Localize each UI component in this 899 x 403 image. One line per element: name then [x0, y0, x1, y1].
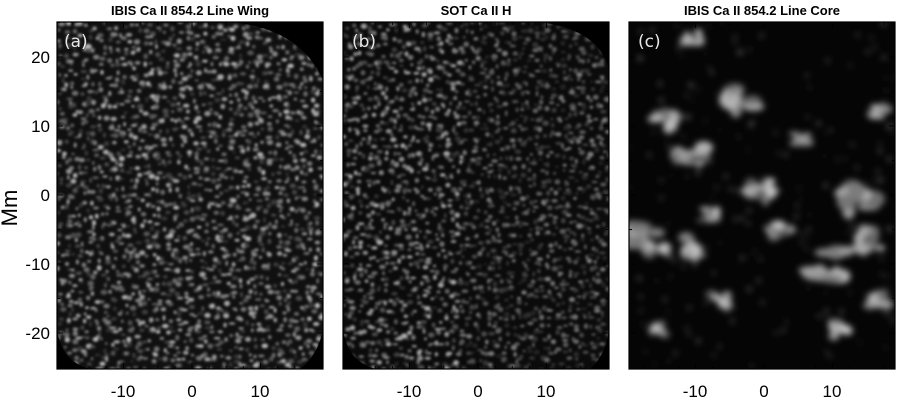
axis-ticks — [57, 22, 895, 369]
x-tick-label: 0 — [473, 382, 482, 401]
y-tick-label: 0 — [41, 186, 50, 205]
panel-c-label: (c) — [638, 32, 661, 52]
image-edge-masks — [57, 22, 609, 369]
y-tick-label: -10 — [25, 255, 50, 274]
panel-b-label: (b) — [352, 32, 376, 52]
x-tick-label: 10 — [823, 382, 842, 401]
panel-a-image — [57, 22, 323, 369]
x-tick-label: 10 — [251, 382, 270, 401]
panel-a-label: (a) — [64, 32, 88, 52]
panel-a-title: IBIS Ca II 854.2 Line Wing — [111, 3, 269, 18]
panel-c-image — [629, 22, 895, 369]
x-tick-label: 10 — [537, 382, 556, 401]
y-axis-title: Mm — [0, 190, 22, 227]
panel-b-title: SOT Ca II H — [441, 3, 512, 18]
y-tick-label: 20 — [31, 48, 50, 67]
x-tick-label: -10 — [683, 382, 708, 401]
panel-b-image — [343, 22, 609, 369]
x-tick-label: 0 — [187, 382, 196, 401]
x-tick-label: -10 — [111, 382, 136, 401]
panel-c-title: IBIS Ca II 854.2 Line Core — [684, 3, 840, 18]
y-tick-label: -20 — [25, 324, 50, 343]
y-tick-label: 10 — [31, 117, 50, 136]
x-tick-label: 0 — [759, 382, 768, 401]
x-tick-label: -10 — [397, 382, 422, 401]
